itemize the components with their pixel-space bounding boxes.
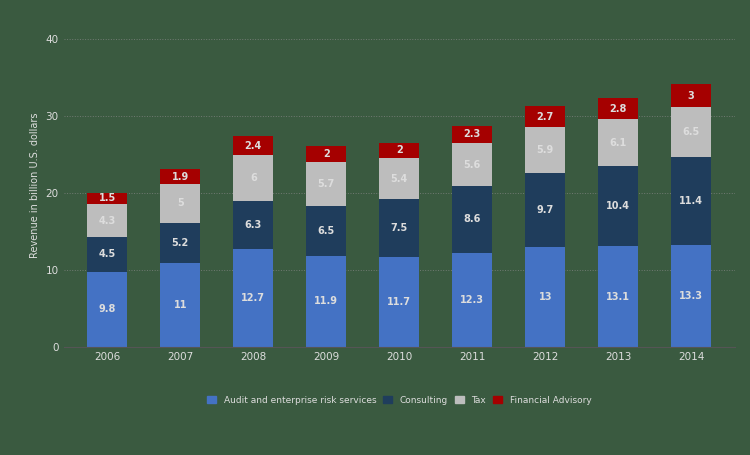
Text: 6.5: 6.5 bbox=[682, 127, 700, 137]
Text: 13.1: 13.1 bbox=[606, 292, 630, 302]
Text: 2: 2 bbox=[396, 145, 403, 155]
Text: 12.3: 12.3 bbox=[460, 295, 484, 305]
Text: 7.5: 7.5 bbox=[391, 223, 408, 233]
Bar bbox=[525, 106, 566, 127]
Text: 5.2: 5.2 bbox=[172, 238, 189, 248]
Y-axis label: Revenue in billion U.S. dollars: Revenue in billion U.S. dollars bbox=[30, 113, 40, 258]
Bar bbox=[160, 263, 200, 347]
Bar bbox=[233, 136, 273, 155]
Bar bbox=[598, 167, 638, 247]
Bar bbox=[306, 162, 347, 206]
Bar bbox=[160, 184, 200, 222]
Bar bbox=[87, 237, 128, 272]
Bar bbox=[306, 256, 347, 347]
Text: 10.4: 10.4 bbox=[606, 202, 630, 212]
Text: 1.9: 1.9 bbox=[172, 172, 189, 182]
Bar bbox=[671, 157, 711, 245]
Text: 6.3: 6.3 bbox=[244, 220, 262, 230]
Text: 1.5: 1.5 bbox=[99, 193, 116, 203]
Text: 5.7: 5.7 bbox=[318, 179, 335, 189]
Text: 4.3: 4.3 bbox=[99, 216, 116, 226]
Bar bbox=[306, 206, 347, 256]
Text: 2: 2 bbox=[323, 149, 330, 159]
Bar bbox=[525, 172, 566, 247]
Legend: Audit and enterprise risk services, Consulting, Tax, Financial Advisory: Audit and enterprise risk services, Cons… bbox=[205, 393, 594, 407]
Text: 6.5: 6.5 bbox=[318, 226, 335, 236]
Bar bbox=[671, 84, 711, 107]
Bar bbox=[380, 257, 419, 347]
Bar bbox=[233, 249, 273, 347]
Text: 6: 6 bbox=[250, 173, 256, 183]
Text: 11.9: 11.9 bbox=[314, 296, 338, 306]
Text: 13.3: 13.3 bbox=[680, 291, 703, 301]
Bar bbox=[233, 201, 273, 249]
Bar bbox=[452, 143, 492, 187]
Text: 9.7: 9.7 bbox=[536, 205, 554, 215]
Text: 2.3: 2.3 bbox=[464, 130, 481, 140]
Bar bbox=[671, 107, 711, 157]
Text: 8.6: 8.6 bbox=[464, 214, 481, 224]
Text: 3: 3 bbox=[688, 91, 694, 101]
Text: 2.4: 2.4 bbox=[244, 141, 262, 151]
Bar bbox=[452, 253, 492, 347]
Text: 5.9: 5.9 bbox=[536, 145, 554, 155]
Bar bbox=[525, 127, 566, 172]
Text: 12.7: 12.7 bbox=[242, 293, 266, 303]
Bar bbox=[380, 142, 419, 158]
Bar bbox=[671, 245, 711, 347]
Bar bbox=[598, 98, 638, 120]
Bar bbox=[306, 147, 347, 162]
Text: 2.7: 2.7 bbox=[536, 112, 554, 122]
Bar bbox=[233, 155, 273, 201]
Bar bbox=[598, 247, 638, 347]
Bar bbox=[160, 222, 200, 263]
Text: 13: 13 bbox=[538, 292, 552, 302]
Text: 11.7: 11.7 bbox=[387, 297, 411, 307]
Text: 2.8: 2.8 bbox=[610, 104, 627, 114]
Bar bbox=[598, 120, 638, 167]
Text: 6.1: 6.1 bbox=[610, 138, 627, 148]
Bar bbox=[525, 247, 566, 347]
Bar bbox=[380, 158, 419, 199]
Bar bbox=[160, 169, 200, 184]
Text: 5.4: 5.4 bbox=[391, 174, 408, 184]
Text: 4.5: 4.5 bbox=[99, 249, 116, 259]
Text: 11.4: 11.4 bbox=[680, 196, 703, 206]
Text: 9.8: 9.8 bbox=[99, 304, 116, 314]
Bar bbox=[452, 187, 492, 253]
Text: 5.6: 5.6 bbox=[464, 160, 481, 170]
Text: 11: 11 bbox=[173, 300, 187, 310]
Bar bbox=[452, 126, 492, 143]
Text: 5: 5 bbox=[177, 198, 184, 208]
Bar bbox=[87, 272, 128, 347]
Bar bbox=[87, 192, 128, 204]
Bar bbox=[380, 199, 419, 257]
Bar bbox=[87, 204, 128, 237]
